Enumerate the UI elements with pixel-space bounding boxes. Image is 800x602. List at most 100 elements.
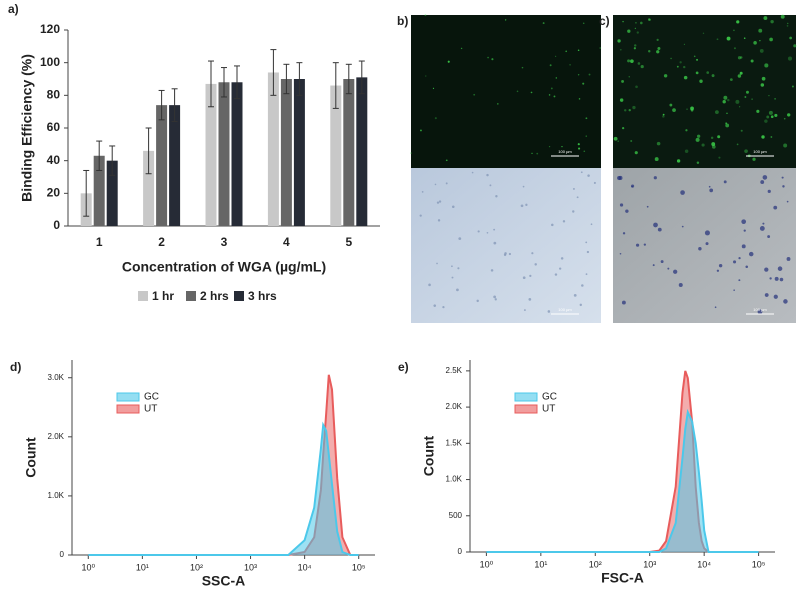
x-tick-label: 10⁵ [752, 559, 766, 569]
fluorescent-spot [744, 96, 747, 98]
fluorescent-spot [753, 41, 757, 45]
fluorescent-spot [410, 152, 412, 154]
cell [560, 257, 564, 260]
fluorescent-spot [791, 85, 794, 88]
fluorescent-spot [635, 85, 638, 89]
bar [156, 105, 168, 226]
fluorescent-spot [432, 87, 435, 89]
cell [680, 190, 685, 195]
fluorescent-spot [744, 149, 748, 154]
cell [445, 182, 448, 185]
bar [169, 105, 181, 226]
cell [554, 273, 558, 276]
fluorescent-spot [770, 19, 774, 24]
legend-label: GC [144, 392, 159, 403]
fluorescent-spot [745, 90, 749, 94]
fluorescent-spot [577, 143, 580, 146]
fluorescent-spot [759, 49, 764, 53]
fluorescent-spot [684, 149, 689, 153]
fluorescent-spot [516, 90, 519, 93]
fluorescent-spot [774, 113, 778, 117]
legend-swatch [186, 291, 196, 301]
cell [667, 267, 670, 270]
fluorescent-spot [555, 55, 557, 57]
panel-label: e) [398, 360, 409, 374]
x-tick-label: 10² [190, 562, 203, 572]
fluorescent-spot [725, 123, 730, 128]
cell [477, 230, 480, 233]
fluorescent-spot [555, 77, 558, 79]
cell [525, 203, 528, 206]
fluorescent-spot [696, 58, 699, 61]
fluorescent-spot [758, 28, 763, 33]
fluorescent-spot [729, 78, 733, 82]
x-tick-label: 10³ [244, 562, 257, 572]
fluorescent-spot [761, 135, 765, 139]
fluorescent-spot [628, 76, 630, 78]
fluorescent-spot [497, 103, 499, 105]
cell [733, 260, 737, 264]
fluorescent-spot [780, 14, 785, 19]
cell [767, 189, 771, 193]
cell [586, 250, 590, 254]
fluorescent-spot [491, 58, 494, 61]
fluorescent-spot [640, 21, 643, 25]
fluorescent-spot [752, 157, 756, 161]
cell [748, 251, 754, 257]
fluorescent-spot [445, 159, 448, 162]
bar [93, 155, 105, 226]
cell [773, 205, 778, 210]
cell [781, 176, 784, 179]
fluorescent-spot [787, 56, 793, 61]
cell [421, 191, 424, 193]
fluorescent-spot [733, 47, 736, 50]
cell [635, 243, 640, 247]
fluorescent-spot [710, 136, 714, 140]
fluorescent-spot [553, 95, 556, 98]
fluorescent-spot [634, 44, 637, 47]
fluorescent-spot [425, 75, 427, 77]
fluorescent-spot [636, 31, 639, 34]
fluorescent-spot [577, 74, 580, 76]
fluorescent-spot [737, 56, 742, 60]
fluorescent-spot [672, 108, 676, 112]
fluorescent-spot [434, 117, 437, 120]
fluorescent-spot [735, 99, 740, 104]
fluorescent-spot [702, 32, 705, 34]
fluorescent-spot [669, 103, 673, 107]
cell [438, 200, 442, 203]
legend-swatch [138, 291, 148, 301]
fluorescent-spot [739, 106, 741, 108]
x-tick-label: 10⁵ [352, 562, 366, 572]
fluorescent-spot [577, 49, 580, 52]
fluorescent-spot [706, 71, 710, 74]
cell [741, 244, 746, 249]
x-tick-label: 10⁰ [81, 562, 95, 572]
brightfield-image [411, 168, 601, 323]
y-tick-label: 500 [449, 511, 463, 520]
cell [523, 309, 526, 311]
fluorescent-spot [725, 122, 727, 125]
cell [673, 269, 678, 274]
cell [762, 222, 765, 225]
fluorescent-spot [764, 63, 769, 68]
fluorescent-spot [633, 47, 636, 50]
x-axis-title: FSC-A [601, 570, 644, 586]
cell [705, 242, 709, 246]
fluorescence-image [613, 15, 796, 168]
cell [531, 252, 534, 255]
cell [643, 243, 646, 246]
y-tick-label: 40 [47, 153, 61, 167]
cell [709, 188, 714, 193]
scale-bar-label: 100 µm [558, 307, 572, 312]
fluorescent-spot [740, 129, 743, 132]
cell [585, 273, 588, 276]
fluorescent-spot [585, 135, 587, 137]
fluorescent-spot [769, 37, 773, 42]
fluorescent-spot [711, 74, 715, 78]
fluorescent-spot [716, 38, 719, 41]
fluorescent-spot [718, 156, 721, 159]
legend-label: 1 hr [152, 289, 174, 303]
x-tick-label: 10⁰ [480, 559, 494, 569]
